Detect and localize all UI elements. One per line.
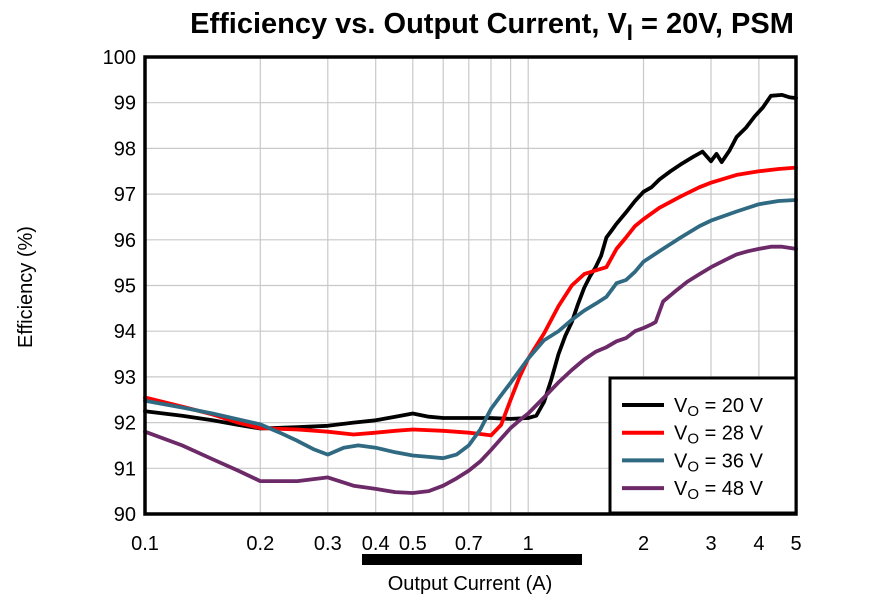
y-tick-label: 98 [114,138,136,160]
x-tick-label: 3 [705,533,716,555]
legend-label-3: VO = 48 V [674,478,764,503]
x-tick-label: 1 [523,533,534,555]
x-tick-label: 0.2 [246,533,274,555]
x-tick-label: 5 [790,533,801,555]
y-tick-label: 94 [114,321,136,343]
y-tick-label: 92 [114,413,136,435]
y-tick-label: 91 [114,458,136,480]
legend-label-0: VO = 20 V [674,395,764,420]
y-tick-label: 96 [114,230,136,252]
legend-label-2: VO = 36 V [674,450,764,475]
y-tick-label: 93 [114,367,136,389]
x-tick-label: 0.1 [131,533,159,555]
x-tick-label: 0.7 [455,533,483,555]
y-tick-label: 99 [114,93,136,115]
series-line-2 [143,198,798,461]
legend-box [608,376,798,515]
x-tick-label: 0.5 [399,533,427,555]
legend-label-1: VO = 28 V [674,423,764,448]
y-tick-label: 90 [114,504,136,526]
plot-frame [143,55,798,516]
x-tick-label: 0.3 [314,533,342,555]
y-axis-title: Efficiency (%) [15,226,37,348]
chart-title: Efficiency vs. Output Current, VI = 20V,… [190,8,794,45]
x-tick-label: 2 [638,533,649,555]
y-tick-label: 97 [114,184,136,206]
x-tick-label: 4 [753,533,764,555]
x-axis-highlight-bar [362,554,582,565]
y-tick-label: 100 [103,47,136,69]
x-tick-label: 0.4 [362,533,390,555]
y-tick-label: 95 [114,276,136,298]
series-line-3 [143,244,798,495]
x-axis-title: Output Current (A) [388,573,553,595]
